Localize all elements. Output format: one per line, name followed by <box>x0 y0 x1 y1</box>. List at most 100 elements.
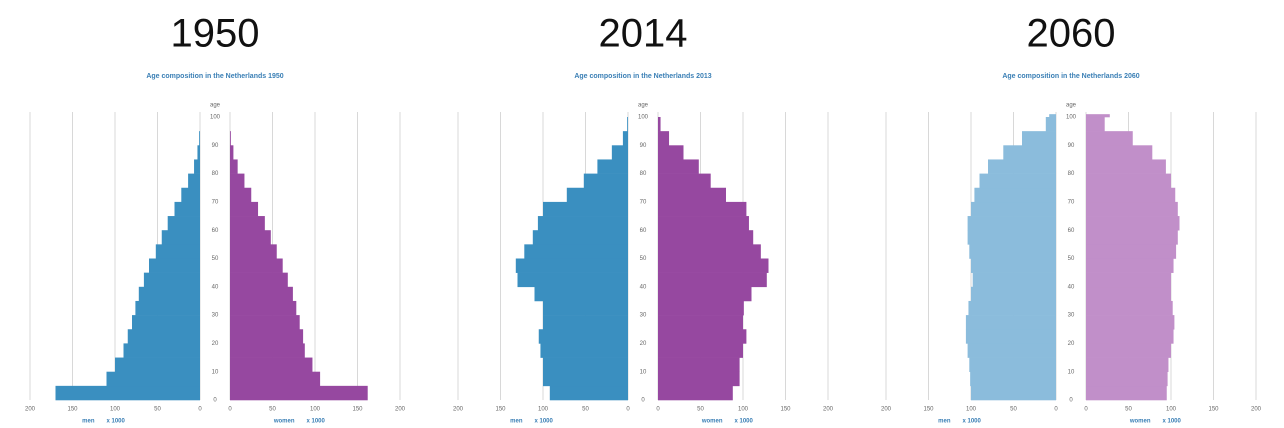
y-tick-label: 10 <box>212 369 219 375</box>
bar <box>1049 114 1056 118</box>
bar <box>197 145 200 160</box>
bar <box>1086 300 1173 316</box>
y-axis-label: age <box>210 103 221 109</box>
y-tick-label: 30 <box>1068 313 1075 319</box>
bar <box>965 315 1056 330</box>
x-tick-label: 100 <box>310 407 321 413</box>
bar <box>1086 286 1171 302</box>
bar <box>658 131 670 146</box>
bar <box>188 173 200 189</box>
y-axis-label: age <box>638 103 649 109</box>
legend-label: men <box>82 419 95 425</box>
bar <box>115 357 200 372</box>
bar <box>1086 343 1171 358</box>
x-tick-label: 50 <box>154 407 161 413</box>
bar <box>1045 117 1056 132</box>
bar <box>971 286 1056 302</box>
bar <box>972 272 1056 288</box>
bar <box>971 385 1056 401</box>
bar <box>969 357 1056 372</box>
bar <box>1086 258 1174 273</box>
axis-unit: x 1000 <box>535 419 554 425</box>
x-tick-label: 150 <box>495 407 506 413</box>
bar <box>543 371 628 387</box>
bar <box>230 201 259 217</box>
bar <box>543 201 628 217</box>
bar <box>611 145 628 160</box>
bar <box>230 230 271 245</box>
bar <box>1086 201 1178 217</box>
legend-label: women <box>701 419 723 425</box>
bar <box>524 244 628 259</box>
bar <box>127 329 200 344</box>
y-tick-label: 70 <box>212 199 219 205</box>
bar <box>230 272 288 288</box>
legend-label: women <box>273 419 295 425</box>
y-tick-label: 40 <box>212 284 219 290</box>
x-tick-label: 200 <box>823 407 834 413</box>
bar <box>658 187 726 203</box>
bar <box>230 145 234 160</box>
y-tick-label: 80 <box>212 171 219 177</box>
bar <box>1086 117 1105 132</box>
bar <box>566 187 628 203</box>
bar <box>1086 315 1175 330</box>
axis-unit: x 1000 <box>1163 419 1182 425</box>
bar <box>967 230 1056 245</box>
bar <box>658 385 733 401</box>
y-tick-label: 70 <box>640 199 647 205</box>
x-tick-label: 0 <box>228 407 232 413</box>
x-tick-label: 100 <box>1166 407 1177 413</box>
bar <box>658 343 743 358</box>
axis-unit: x 1000 <box>735 419 754 425</box>
bar <box>1086 230 1178 245</box>
bar <box>622 131 628 146</box>
y-tick-label: 100 <box>638 115 649 121</box>
bar <box>230 173 245 189</box>
x-tick-label: 200 <box>453 407 464 413</box>
x-tick-label: 200 <box>1251 407 1262 413</box>
y-tick-label: 20 <box>1068 341 1075 347</box>
y-tick-label: 10 <box>1068 369 1075 375</box>
x-tick-label: 150 <box>780 407 791 413</box>
chart-title: Age composition in the Netherlands 1950 <box>146 73 283 80</box>
bar <box>149 258 200 273</box>
bar <box>549 385 628 401</box>
bar <box>230 159 238 174</box>
legend-label: women <box>1129 419 1151 425</box>
bar <box>658 300 744 316</box>
y-tick-label: 50 <box>640 256 647 262</box>
bar <box>230 329 304 344</box>
bar <box>1022 131 1056 146</box>
bar <box>106 371 200 387</box>
bar <box>970 371 1056 387</box>
bar <box>658 117 661 132</box>
y-tick-label: 60 <box>212 228 219 234</box>
bar <box>627 117 628 132</box>
bar <box>143 272 200 288</box>
bar <box>540 343 628 358</box>
bar <box>55 385 200 401</box>
y-tick-label: 60 <box>1068 228 1075 234</box>
bar <box>1086 272 1171 288</box>
bar <box>138 286 200 302</box>
y-tick-label: 20 <box>640 341 647 347</box>
bar <box>1086 159 1166 174</box>
y-tick-label: 30 <box>640 313 647 319</box>
bar <box>543 315 628 330</box>
x-tick-label: 50 <box>582 407 589 413</box>
bar <box>123 343 200 358</box>
bar <box>230 357 313 372</box>
x-tick-label: 100 <box>738 407 749 413</box>
y-tick-label: 50 <box>212 256 219 262</box>
bar <box>1086 329 1174 344</box>
chart-title: Age composition in the Netherlands 2060 <box>1002 73 1139 80</box>
x-tick-label: 200 <box>395 407 406 413</box>
bar <box>658 272 767 288</box>
bar <box>1086 145 1153 160</box>
y-tick-label: 80 <box>1068 171 1075 177</box>
bar <box>1086 131 1133 146</box>
x-tick-label: 150 <box>352 407 363 413</box>
x-tick-label: 0 <box>1054 407 1058 413</box>
